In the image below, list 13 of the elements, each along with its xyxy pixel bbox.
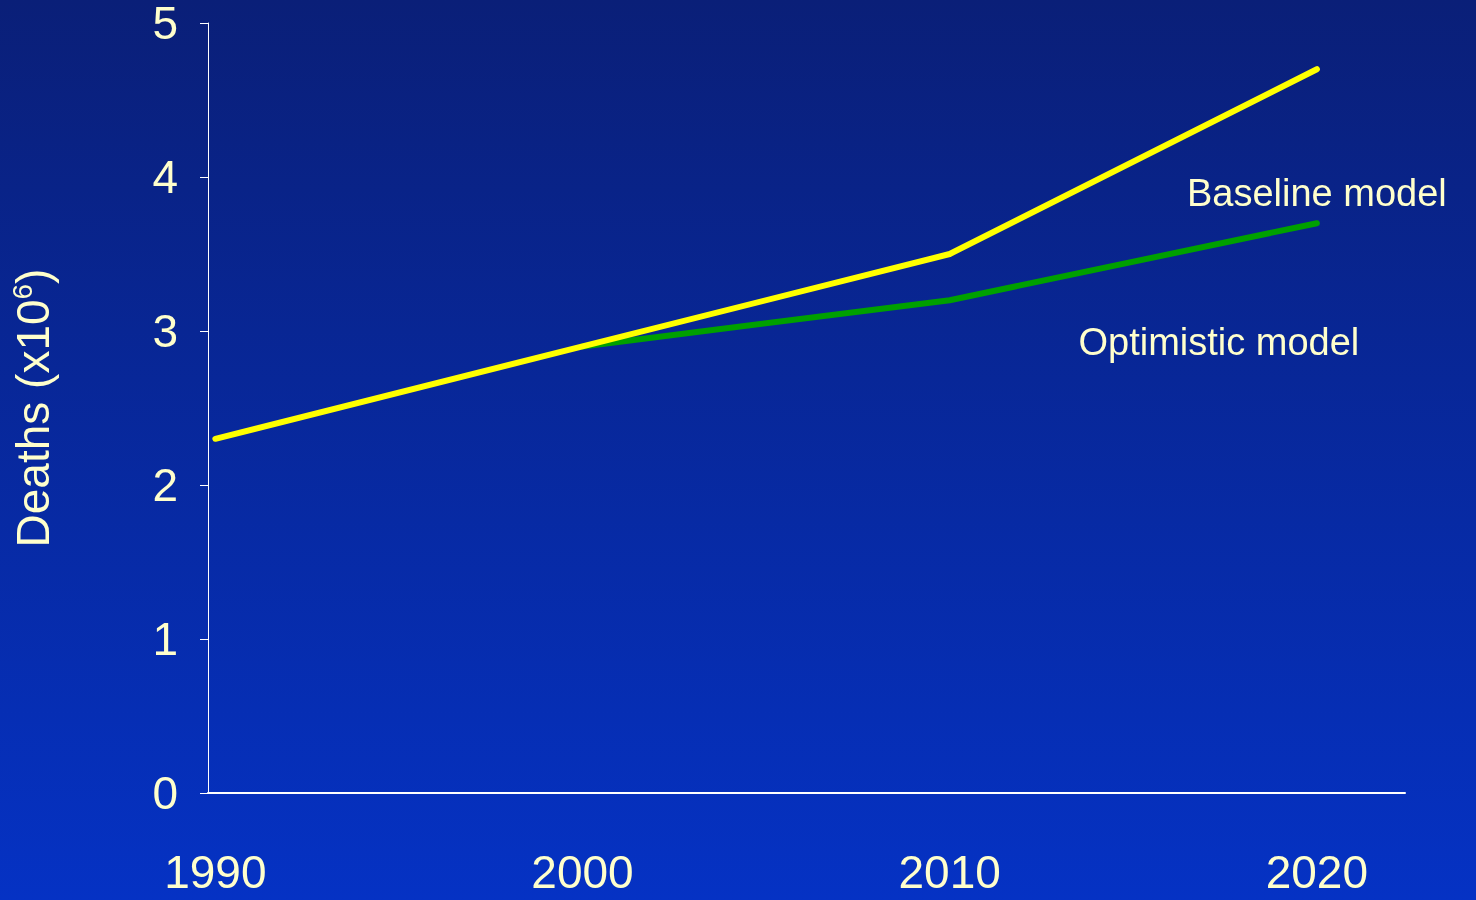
series-label: Baseline model — [1186, 172, 1447, 215]
y-tick-label: 0 — [152, 767, 178, 819]
y-tick-label: 4 — [152, 151, 178, 203]
y-tick-label: 3 — [152, 305, 178, 357]
y-tick-label: 5 — [152, 0, 178, 49]
y-tick-label: 2 — [152, 459, 178, 511]
y-tick-label: 1 — [152, 613, 178, 665]
x-tick-label: 2020 — [1265, 846, 1369, 898]
x-tick-label: 2010 — [898, 846, 1001, 898]
series-label: Optimistic model — [1078, 321, 1360, 364]
x-tick-label: 1990 — [164, 846, 267, 898]
x-tick-label: 2000 — [531, 846, 634, 898]
y-axis-title: Deaths (x106) — [6, 268, 59, 548]
